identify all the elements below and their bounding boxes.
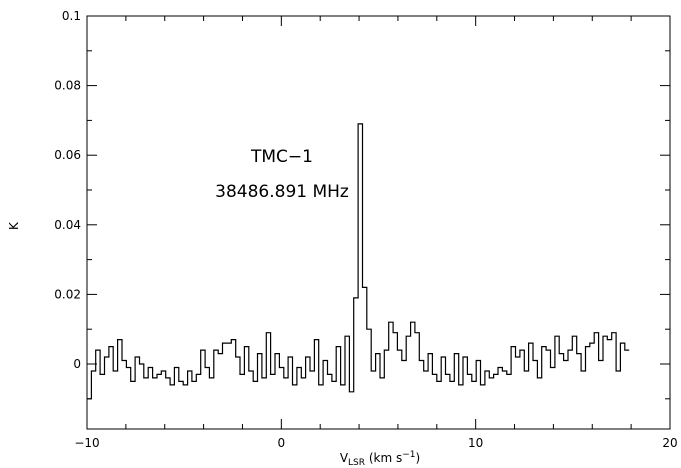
x-axis-label-sub: LSR [348,458,365,468]
spectrum-series [87,123,630,400]
x-axis-label-close: ) [416,451,421,465]
x-tick-label: 20 [662,436,677,450]
y-axis-label: K [7,221,21,230]
x-tick-label: −10 [74,436,99,450]
annotation-source: TMC−1 [250,147,313,167]
x-axis-label-main: V [340,451,349,465]
axis-ticks [86,15,671,429]
y-tick-label: 0.04 [54,218,81,232]
x-axis-label-units: (km s [365,451,402,465]
plot-frame [86,15,671,430]
x-tick-label: 10 [468,436,483,450]
x-axis-label-sup: −1 [402,450,415,460]
tick-labels: −10 0 10 20 0 0.02 0.04 0.06 0.08 0.1 [54,9,677,450]
annotation-frequency: 38486.891 MHz [215,182,349,202]
x-tick-label: 0 [278,436,286,450]
y-tick-label: 0.06 [54,148,81,162]
y-tick-label: 0 [73,357,81,371]
y-tick-label: 0.02 [54,287,81,301]
x-axis-label: VLSR (km s−1) [340,450,420,468]
y-tick-label: 0.08 [54,79,81,93]
y-tick-label: 0.1 [62,9,81,23]
